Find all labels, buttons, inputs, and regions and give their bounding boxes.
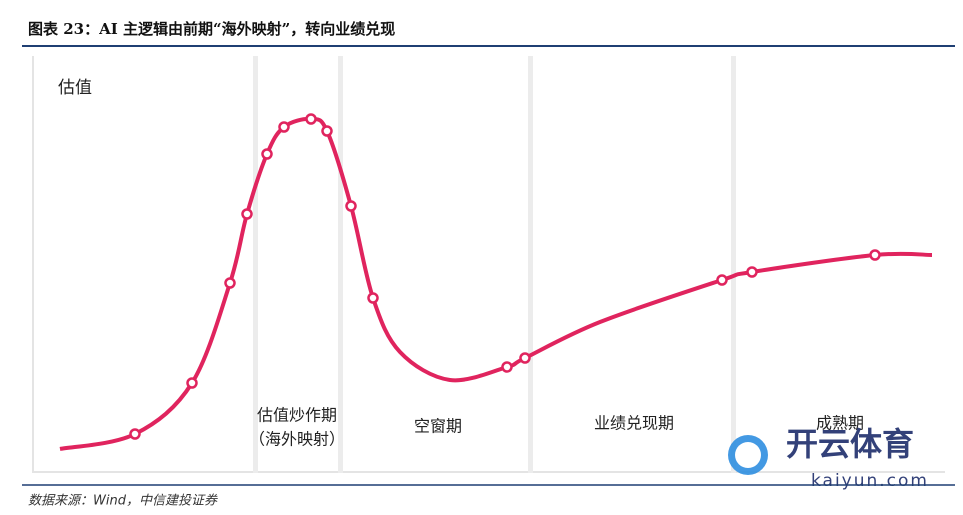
watermark-name: 开云体育: [786, 425, 914, 463]
watermark: 开云体育 kaiyun.com: [728, 425, 929, 491]
phase-sublabel: （海外映射）: [249, 430, 345, 449]
curve-marker: [501, 361, 513, 373]
phase-label: 估值炒作期: [257, 406, 337, 425]
title: 图表 23：AI 主逻辑由前期“海外映射”，转向业绩兑现: [28, 20, 395, 38]
curve-marker: [716, 274, 728, 286]
curve-marker: [869, 249, 881, 261]
curve-marker: [519, 352, 531, 364]
curve-marker: [278, 121, 290, 133]
y-label: 估值: [58, 78, 92, 98]
phase-label: 业绩兑现期: [594, 414, 674, 433]
curve-marker: [261, 148, 273, 160]
curve-marker: [345, 200, 357, 212]
source: 数据来源：Wind，中信建投证券: [28, 494, 218, 509]
curve-marker: [241, 208, 253, 220]
valuation-curve: [59, 113, 933, 451]
phase-label: 空窗期: [414, 417, 462, 436]
curve-marker: [321, 125, 333, 137]
curve-marker: [305, 113, 317, 125]
curve-marker: [367, 292, 379, 304]
watermark-url: kaiyun.com: [811, 471, 929, 491]
curve-marker: [746, 266, 758, 278]
curve-marker: [186, 377, 198, 389]
phase-label: 成熟期: [816, 414, 864, 433]
curve-marker: [129, 428, 141, 440]
curve-marker: [224, 277, 236, 289]
